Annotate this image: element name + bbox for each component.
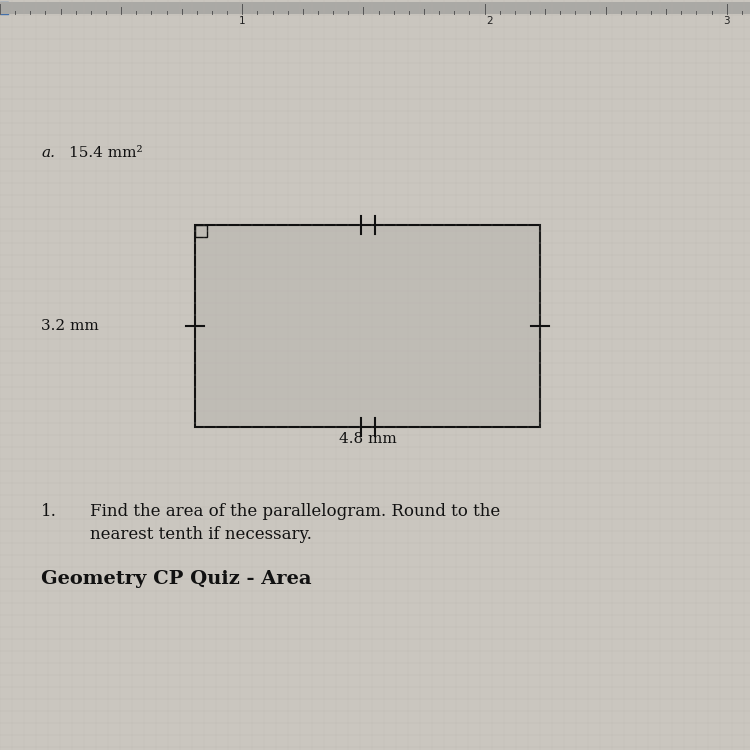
Text: 2: 2: [487, 16, 493, 26]
Bar: [195, 225, 540, 428]
Bar: [195, 225, 207, 237]
Text: 4.8 mm: 4.8 mm: [339, 432, 396, 446]
Bar: [0, 2, 750, 14]
Text: Find the area of the parallelogram. Round to the
nearest tenth if necessary.: Find the area of the parallelogram. Roun…: [90, 503, 500, 543]
Text: 1: 1: [239, 16, 245, 26]
Text: 3.2 mm: 3.2 mm: [41, 320, 99, 333]
Text: a.: a.: [41, 146, 56, 160]
Text: 3: 3: [723, 16, 729, 26]
Text: Geometry CP Quiz - Area: Geometry CP Quiz - Area: [41, 570, 312, 588]
Text: 15.4 mm²: 15.4 mm²: [69, 146, 142, 160]
Text: 1.: 1.: [41, 503, 57, 520]
